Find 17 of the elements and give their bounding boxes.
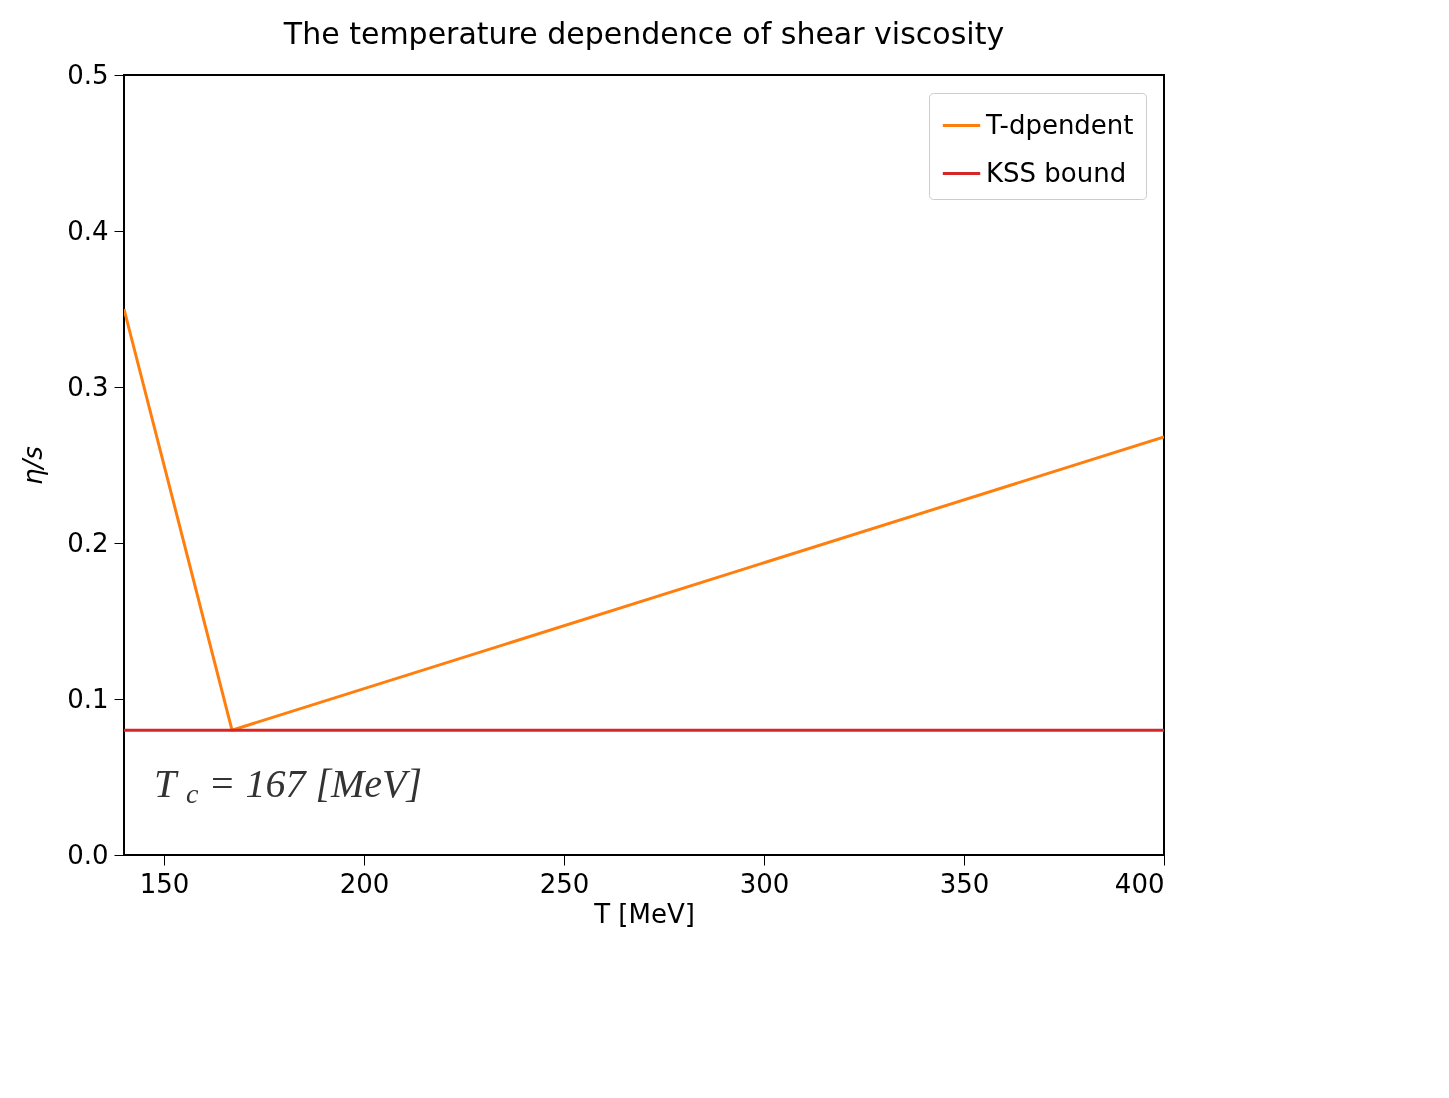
y-tick-label: 0.1 — [67, 683, 109, 714]
chart-title: The temperature dependence of shear viscosity — [282, 16, 1005, 51]
y-tick-label: 0.0 — [67, 839, 109, 870]
x-tick-label: 200 — [339, 868, 390, 899]
x-tick-label: 350 — [939, 868, 990, 899]
y-tick-label: 0.3 — [67, 371, 109, 402]
y-tick-label: 0.5 — [67, 59, 109, 90]
legend-label: T-dpendent — [985, 109, 1134, 140]
y-tick-label: 0.4 — [67, 215, 109, 246]
x-tick-label: 250 — [539, 868, 590, 899]
x-tick-label: 300 — [739, 868, 790, 899]
legend-label: KSS bound — [986, 157, 1127, 188]
x-axis-title: T [MeV] — [593, 898, 695, 929]
x-tick-label: 400 — [1114, 868, 1165, 899]
y-axis-title: η/s — [18, 446, 49, 485]
y-tick-label: 0.2 — [67, 527, 109, 558]
x-tick-label: 150 — [139, 868, 190, 899]
